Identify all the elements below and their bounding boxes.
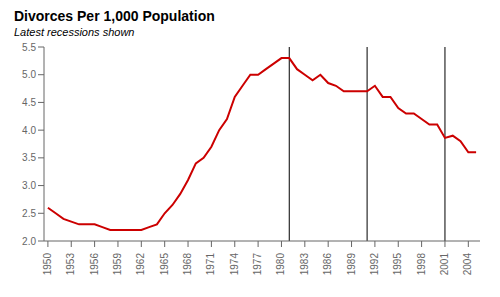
svg-text:2.0: 2.0 <box>22 236 36 247</box>
svg-text:1998: 1998 <box>416 253 427 276</box>
svg-text:1977: 1977 <box>252 253 263 276</box>
svg-text:1971: 1971 <box>205 253 216 276</box>
svg-text:1962: 1962 <box>135 253 146 276</box>
html-text:Latest recessions shown: Latest recessions shown <box>14 26 135 38</box>
svg-text:1992: 1992 <box>369 253 380 276</box>
html-text:Divorces Per 1,000 Population: Divorces Per 1,000 Population <box>14 8 215 24</box>
svg-text:1956: 1956 <box>89 253 100 276</box>
svg-text:2004: 2004 <box>462 253 473 276</box>
svg-text:3.0: 3.0 <box>22 180 36 191</box>
svg-text:1980: 1980 <box>275 253 286 276</box>
svg-text:5.5: 5.5 <box>22 42 36 53</box>
svg-text:1989: 1989 <box>346 253 357 276</box>
svg-text:1950: 1950 <box>42 253 53 276</box>
svg-text:1953: 1953 <box>65 253 76 276</box>
svg-text:1995: 1995 <box>392 253 403 276</box>
svg-text:1959: 1959 <box>112 253 123 276</box>
svg-text:1968: 1968 <box>182 253 193 276</box>
svg-text:2.5: 2.5 <box>22 208 36 219</box>
svg-text:1965: 1965 <box>159 253 170 276</box>
svg-text:4.0: 4.0 <box>22 125 36 136</box>
svg-text:4.5: 4.5 <box>22 97 36 108</box>
svg-text:3.5: 3.5 <box>22 152 36 163</box>
svg-text:1974: 1974 <box>229 253 240 276</box>
svg-text:1986: 1986 <box>322 253 333 276</box>
svg-text:1983: 1983 <box>299 253 310 276</box>
svg-text:5.0: 5.0 <box>22 69 36 80</box>
svg-text:2001: 2001 <box>439 253 450 276</box>
